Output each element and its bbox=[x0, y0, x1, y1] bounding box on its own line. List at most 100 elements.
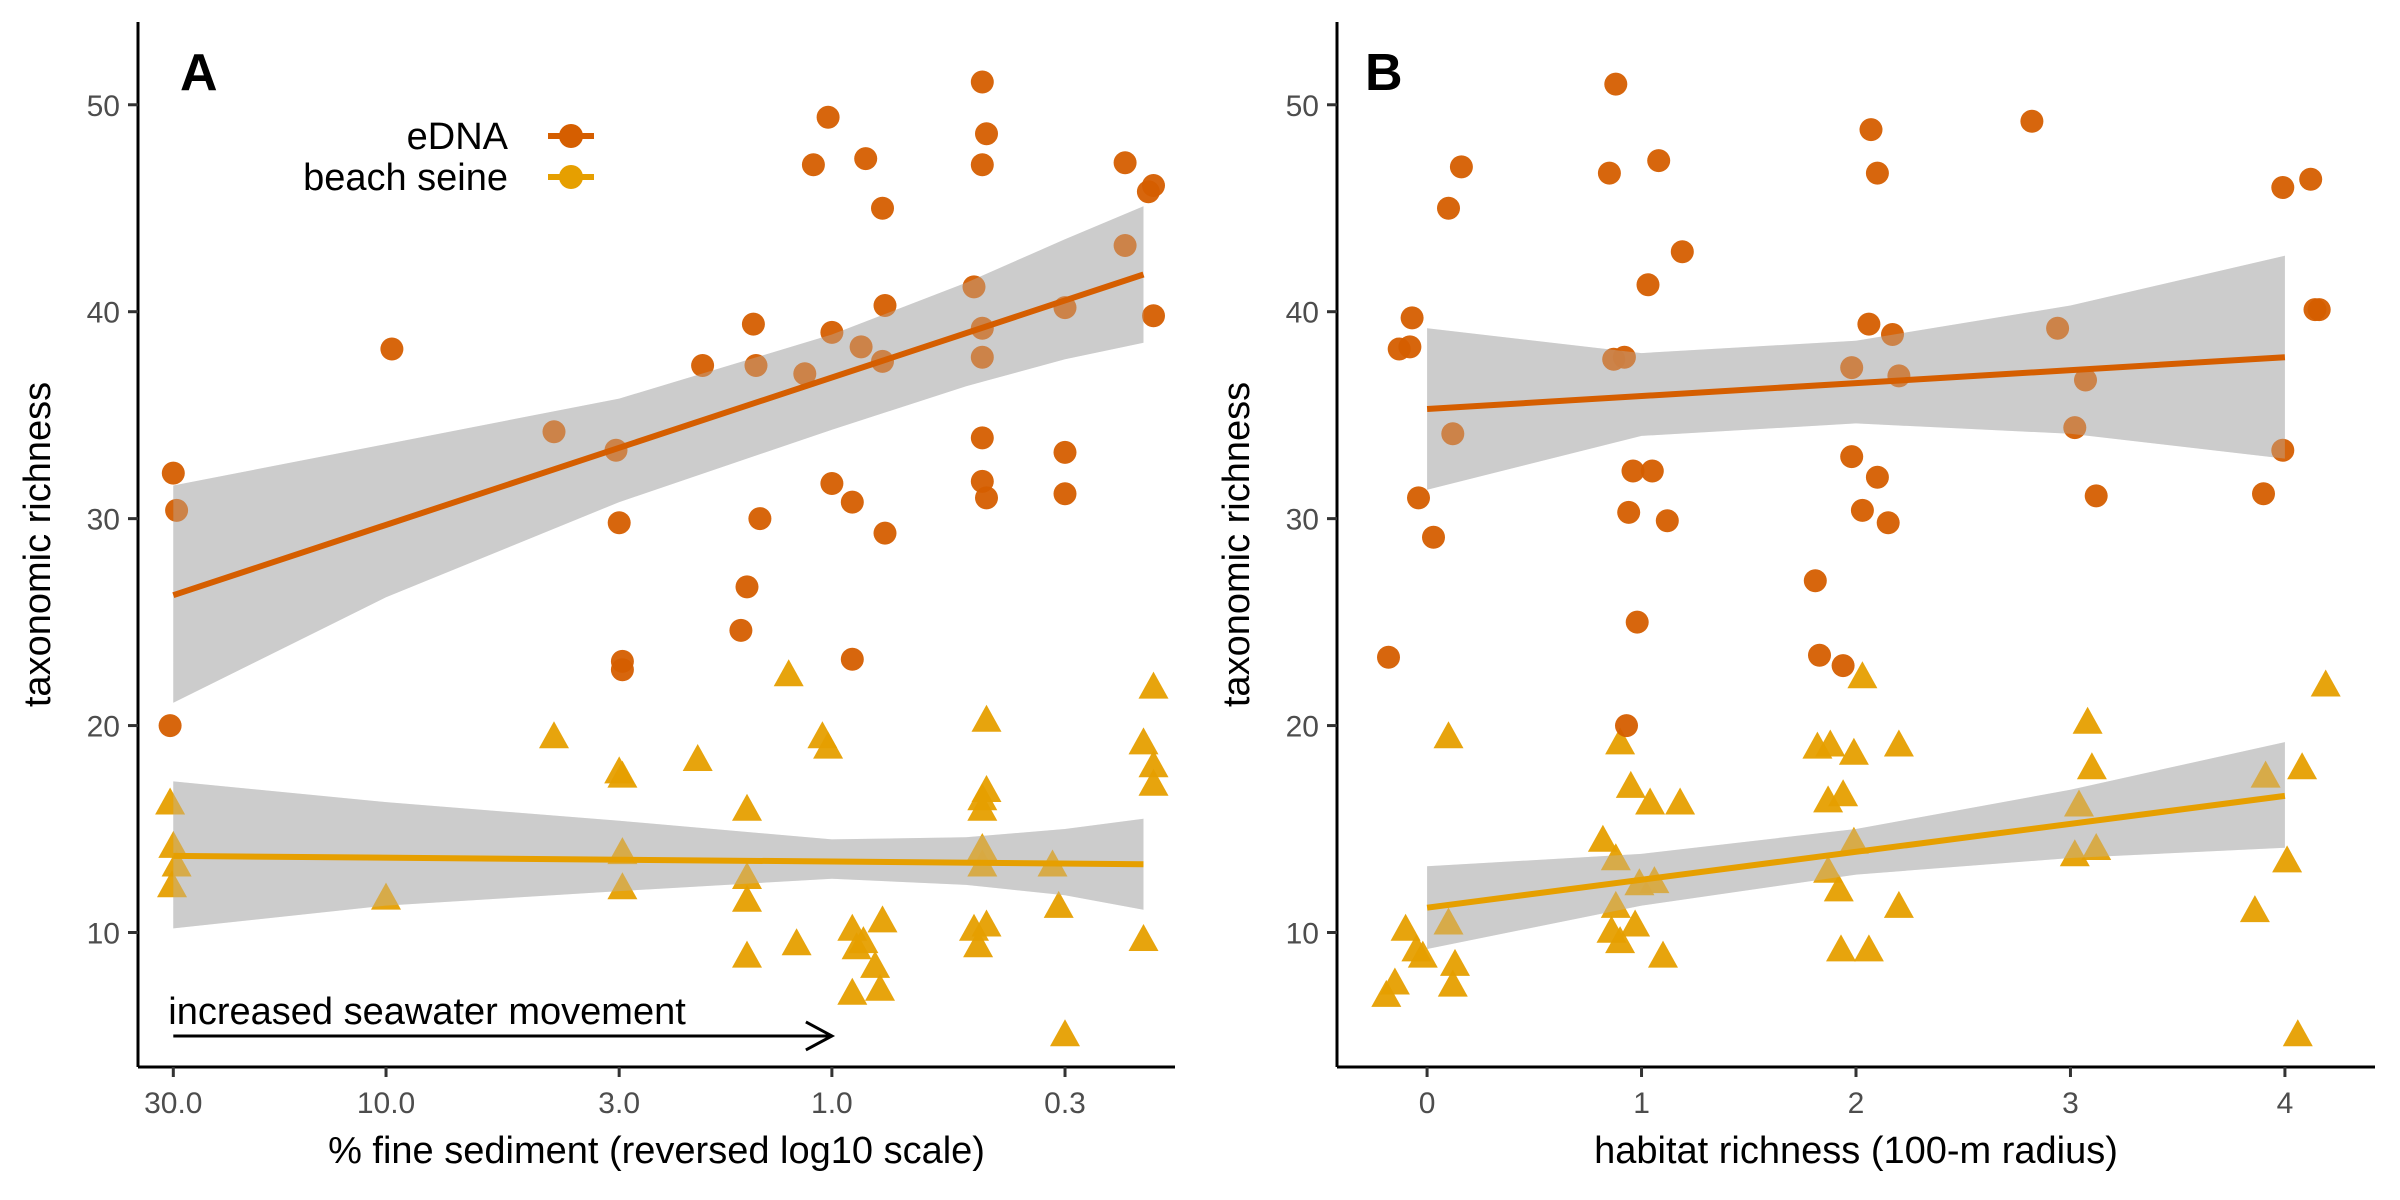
seine-point bbox=[967, 793, 998, 821]
edna-point bbox=[1621, 459, 1645, 483]
seine-point bbox=[1883, 729, 1914, 757]
x-tick-label: 4 bbox=[2277, 1087, 2294, 1120]
panel-a: 10 20 30 40 50 30.0 10.0 3.0 1.0 0.3 % fine sedime… bbox=[17, 22, 1175, 1172]
edna-point bbox=[975, 486, 998, 510]
seine-point bbox=[848, 926, 879, 954]
y-tick-label: 20 bbox=[1286, 711, 1319, 744]
seine-point bbox=[1815, 729, 1846, 757]
seine-point bbox=[155, 787, 186, 815]
x-tick-label: 0 bbox=[1419, 1087, 1436, 1120]
x-tick-label: 10.0 bbox=[357, 1087, 415, 1120]
edna-point bbox=[1808, 643, 1831, 667]
seine-point bbox=[1838, 826, 1869, 854]
edna-point bbox=[820, 320, 844, 344]
x-tick-label: 2 bbox=[1848, 1087, 1865, 1120]
seine-point bbox=[1605, 926, 1636, 954]
edna-point bbox=[691, 354, 715, 377]
edna-point bbox=[1437, 196, 1460, 220]
x-tick-label: 1.0 bbox=[811, 1087, 853, 1120]
seine-point bbox=[1648, 940, 1678, 968]
edna-point bbox=[2020, 109, 2044, 133]
edna-point bbox=[729, 618, 753, 642]
seine-point bbox=[2239, 895, 2270, 923]
x-tick-label: 1 bbox=[1633, 1087, 1650, 1120]
seine-point bbox=[371, 882, 401, 910]
edna-point bbox=[1881, 323, 1904, 346]
seine-point bbox=[157, 870, 187, 898]
edna-point bbox=[1615, 714, 1638, 738]
seine-point bbox=[1600, 890, 1631, 918]
seine-point bbox=[1440, 948, 1470, 976]
seine-point bbox=[865, 973, 895, 1001]
edna-point bbox=[748, 507, 772, 531]
edna-point bbox=[1859, 118, 1883, 142]
edna-point bbox=[1617, 500, 1641, 524]
edna-point bbox=[741, 312, 765, 336]
seine-point bbox=[1813, 855, 1844, 883]
y-tick-label: 40 bbox=[1286, 297, 1319, 330]
seine-point bbox=[2072, 706, 2103, 734]
y-tick-label: 30 bbox=[87, 504, 120, 537]
seine-point bbox=[539, 721, 569, 749]
seine-point bbox=[967, 833, 998, 860]
edna-point bbox=[962, 275, 986, 299]
seine-point bbox=[1390, 913, 1421, 941]
edna-point bbox=[607, 511, 631, 535]
seine-point bbox=[1050, 1019, 1080, 1047]
seine-point bbox=[607, 760, 638, 788]
seine-point bbox=[1138, 750, 1169, 778]
seine-point bbox=[1847, 661, 1878, 689]
seine-point bbox=[607, 872, 638, 900]
confidence-ribbon-overlay bbox=[173, 206, 1144, 703]
edna-point bbox=[1142, 174, 1165, 197]
edna-point bbox=[1400, 306, 1424, 330]
edna-point bbox=[1803, 569, 1827, 593]
legend-label-seine: beach seine bbox=[303, 157, 508, 199]
seine-point bbox=[1379, 967, 1410, 995]
edna-point bbox=[1647, 149, 1671, 173]
y-tick-label: 40 bbox=[87, 297, 120, 330]
seine-point bbox=[2250, 760, 2281, 788]
y-tick-label: 50 bbox=[1286, 90, 1319, 123]
edna-point bbox=[1625, 610, 1649, 634]
edna-point bbox=[970, 345, 994, 369]
seine-point bbox=[1433, 721, 1464, 749]
edna-point bbox=[1876, 511, 1900, 535]
edna-point bbox=[970, 70, 994, 94]
seine-point bbox=[2081, 833, 2112, 860]
fit-line-edna bbox=[1426, 354, 2286, 412]
legend-label-edna: eDNA bbox=[407, 116, 509, 158]
seine-point bbox=[1437, 969, 1468, 997]
edna-point bbox=[158, 714, 182, 738]
confidence-ribbon-overlay bbox=[173, 781, 1144, 929]
seine-point bbox=[161, 849, 192, 877]
edna-point bbox=[1142, 304, 1165, 328]
edna-point bbox=[840, 647, 864, 671]
seine-point bbox=[732, 940, 762, 968]
seine-point bbox=[1407, 940, 1438, 968]
x-tick-label: 3.0 bbox=[598, 1087, 640, 1120]
seine-point bbox=[963, 930, 994, 958]
edna-point bbox=[2252, 482, 2275, 506]
edna-point bbox=[975, 122, 998, 146]
edna-point bbox=[1053, 482, 1077, 506]
seine-point bbox=[1605, 727, 1636, 755]
seine-point bbox=[773, 659, 804, 687]
seine-point bbox=[781, 928, 812, 956]
edna-point bbox=[1422, 525, 1445, 549]
edna-point bbox=[1831, 654, 1855, 678]
seine-point bbox=[1128, 727, 1159, 755]
legend-key-triangle-icon bbox=[559, 165, 583, 189]
edna-point bbox=[1053, 440, 1077, 464]
edna-point bbox=[820, 472, 844, 495]
fit-line-seine bbox=[1426, 792, 2286, 911]
edna-point bbox=[1377, 645, 1400, 669]
panel-b: 10 20 30 40 50 0 1 2 3 4 habitat richness (100-m r… bbox=[1216, 22, 2375, 1172]
seine-point bbox=[1587, 824, 1618, 852]
edna-point bbox=[970, 426, 994, 450]
edna-point bbox=[610, 658, 634, 682]
seine-point bbox=[2287, 752, 2318, 780]
edna-point bbox=[2271, 438, 2295, 462]
edna-point bbox=[2074, 368, 2097, 392]
seine-point bbox=[682, 744, 713, 771]
